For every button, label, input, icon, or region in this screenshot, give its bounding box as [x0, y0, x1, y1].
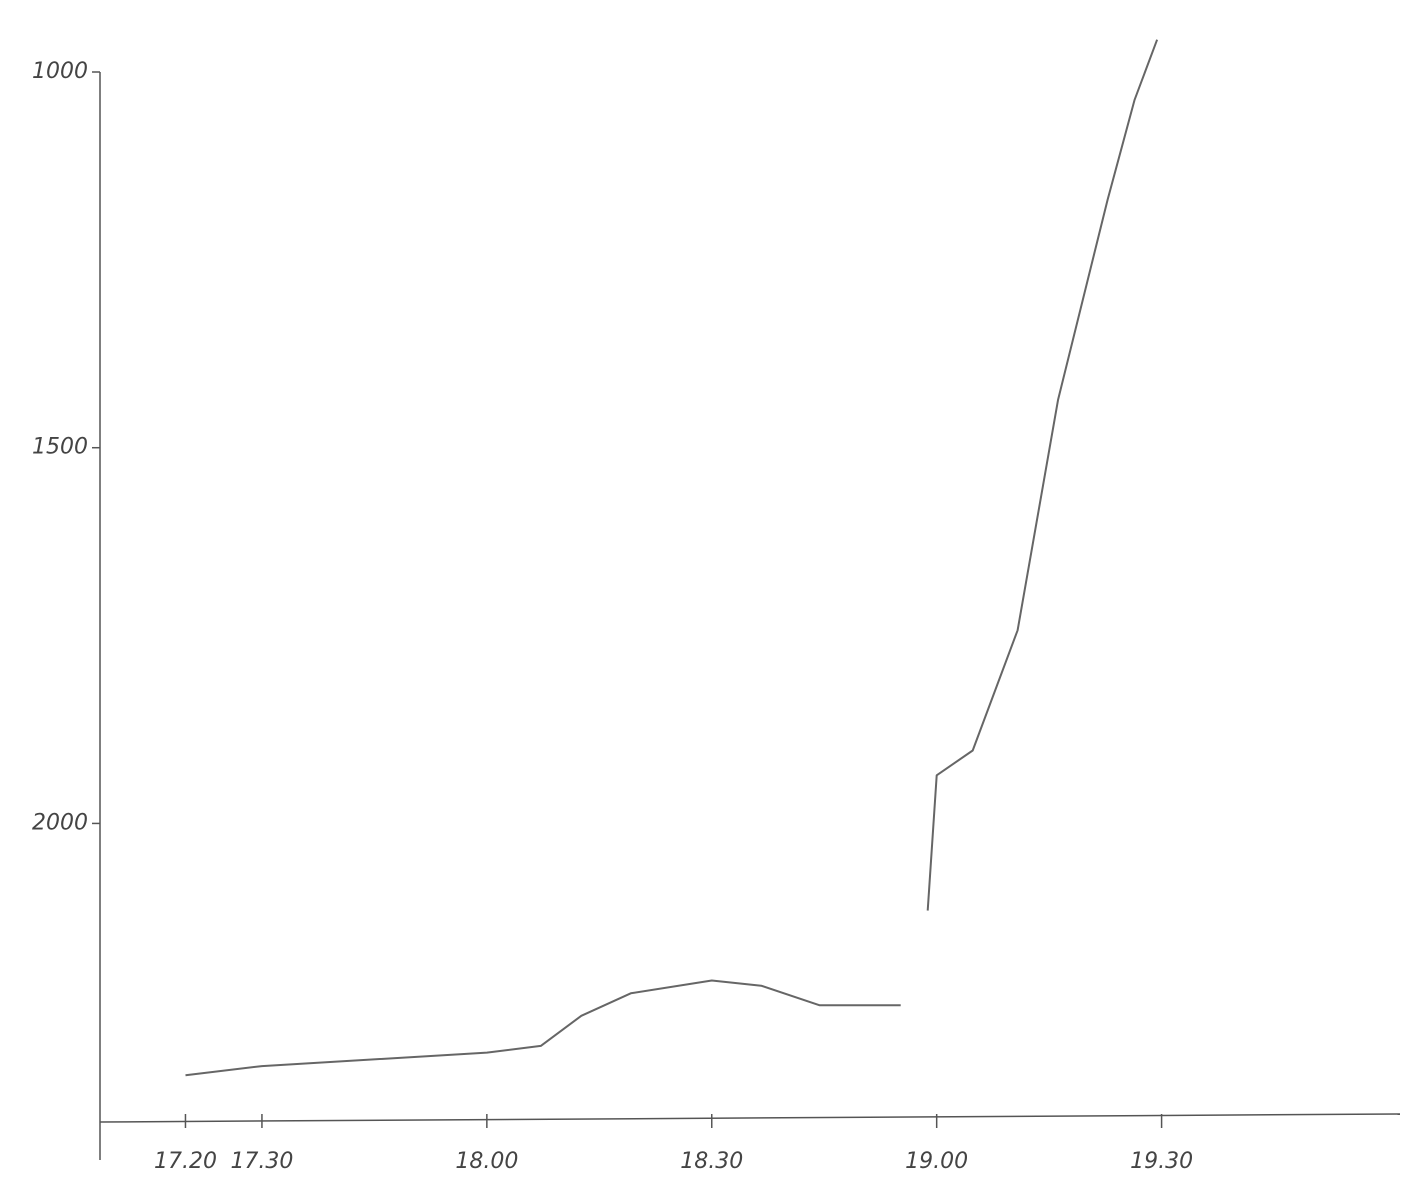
x-tick-label: 17.20	[154, 1149, 217, 1174]
x-tick-label: 18.30	[680, 1149, 743, 1174]
x-tick-label: 19.30	[1130, 1149, 1193, 1174]
y-tick-label: 1500	[32, 435, 88, 460]
x-tick-label: 19.00	[905, 1149, 968, 1174]
data-line	[185, 39, 1159, 1077]
y-tick-label: 1000	[32, 59, 88, 84]
x-axis	[99, 1113, 1401, 1123]
x-tick-label: 18.00	[455, 1149, 518, 1174]
y-tick-label: 2000	[32, 810, 88, 835]
x-tick-label: 17.30	[230, 1149, 293, 1174]
